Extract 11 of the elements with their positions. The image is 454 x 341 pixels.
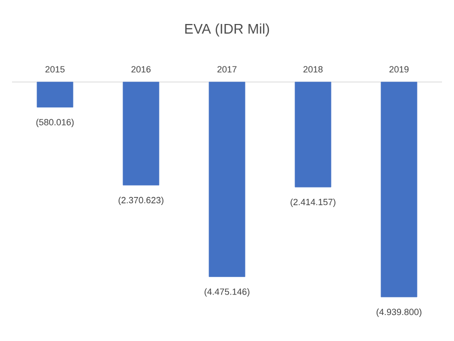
x-tick-label: 2018 [303, 66, 323, 72]
x-tick-label: 2016 [131, 66, 151, 72]
x-tick-label: 2017 [217, 66, 237, 72]
data-label: (4.939.800) [376, 308, 422, 317]
x-tick-label: 2019 [389, 66, 409, 72]
x-tick-label: 2015 [45, 66, 65, 72]
data-label: (4.475.146) [204, 288, 250, 297]
data-label: (2.370.623) [118, 196, 164, 206]
data-label: (580.016) [36, 118, 74, 128]
chart-title: EVA (IDR Mil) [185, 23, 269, 36]
data-label: (2.414.157) [290, 198, 336, 207]
